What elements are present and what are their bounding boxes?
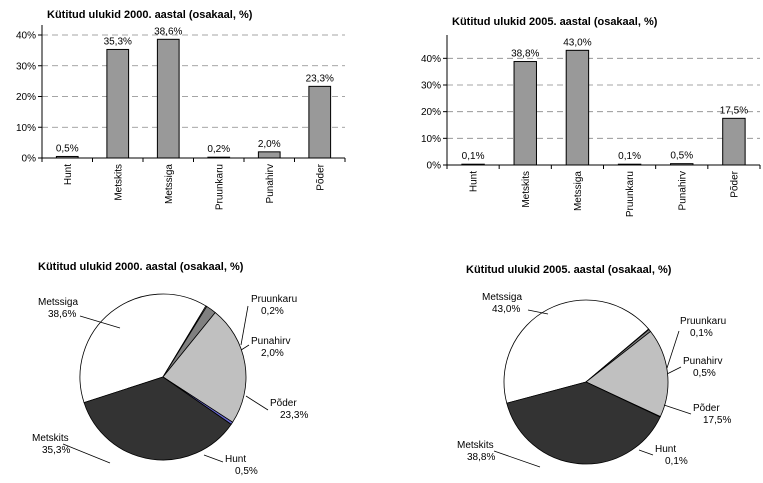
data-label: 38,8%	[511, 49, 539, 60]
slice-name-label: Hunt	[655, 444, 676, 455]
y-tick-label: 10%	[421, 134, 441, 145]
slice-name-label: Metssiga	[38, 297, 78, 308]
chart-title-pie-2000: Kütitud ulukid 2000. aastal (osakaal, %)	[38, 261, 244, 273]
chart-title-bar-2005: Kütitud ulukid 2005. aastal (osakaal, %)	[452, 16, 658, 28]
y-tick-label: 10%	[16, 123, 36, 134]
pie-slice-põder	[585, 330, 669, 418]
leader-line	[62, 443, 111, 464]
slice-value-label: 43,0%	[492, 304, 520, 315]
category-label: Punahirv	[677, 171, 688, 210]
chart-title-bar-2000: Kütitud ulukid 2000. aastal (osakaal, %)	[47, 9, 253, 21]
leader-line	[666, 330, 680, 369]
category-label: Metssiga	[573, 171, 584, 211]
slice-value-label: 38,6%	[48, 309, 76, 320]
slice-value-label: 2,0%	[261, 348, 284, 359]
pie-slice-põder	[162, 311, 247, 423]
slice-value-label: 38,8%	[467, 452, 495, 463]
data-label: 43,0%	[563, 37, 591, 48]
slice-value-label: 0,1%	[690, 328, 713, 339]
data-label: 0,5%	[670, 151, 693, 162]
slice-value-label: 23,3%	[280, 410, 308, 421]
leader-line	[666, 366, 682, 375]
leader-line	[245, 395, 269, 411]
leader-line	[638, 449, 654, 456]
chart-title-pie-2005: Kütitud ulukid 2005. aastal (osakaal, %)	[466, 264, 672, 276]
slice-name-label: Pruunkaru	[680, 316, 726, 327]
leader-line	[203, 454, 224, 463]
category-label: Metskits	[113, 164, 124, 201]
pie-slice-metssiga	[79, 293, 207, 404]
data-label: 2,0%	[258, 139, 281, 150]
pie-slice-metssiga	[503, 299, 650, 404]
y-tick-label: 0%	[22, 154, 37, 165]
slice-name-label: Põder	[693, 403, 720, 414]
leader-line	[79, 315, 121, 329]
category-label: Põder	[315, 163, 326, 190]
bar-chart-2000-plot: 0% 10% 20% 30% 40% 0,5% Hunt 35,3% Metskits 38,6%…	[16, 25, 346, 210]
slice-name-label: Metskits	[457, 440, 494, 451]
slice-name-label: Põder	[270, 398, 297, 409]
data-label: 0,5%	[56, 143, 79, 154]
data-label: 23,3%	[306, 73, 334, 84]
slice-name-label: Punahirv	[251, 336, 290, 347]
slice-name-label: Metssiga	[482, 292, 522, 303]
leader-line	[663, 404, 692, 415]
y-tick-label: 0%	[427, 161, 442, 172]
slice-name-label: Pruunkaru	[251, 294, 297, 305]
leader-line	[493, 450, 541, 468]
slice-value-label: 17,5%	[703, 415, 731, 426]
pie-slice-metskits	[506, 381, 661, 465]
data-label: 38,6%	[154, 26, 182, 37]
category-label: Metskits	[521, 171, 532, 208]
category-label: Hunt	[63, 164, 74, 185]
data-label: 0,1%	[462, 151, 485, 162]
category-label: Metssiga	[164, 164, 175, 204]
slice-value-label: 0,1%	[665, 456, 688, 467]
slice-name-label: Punahirv	[683, 356, 722, 367]
pie-slice-metskits	[83, 376, 232, 461]
category-label: Pruunkaru	[625, 171, 636, 217]
category-label: Punahirv	[265, 164, 276, 203]
leader-line	[527, 309, 549, 315]
y-tick-label: 40%	[421, 54, 441, 65]
y-tick-label: 20%	[421, 107, 441, 118]
leader-line	[240, 305, 249, 346]
y-tick-label: 30%	[421, 81, 441, 92]
category-label: Põder	[729, 170, 740, 197]
category-label: Pruunkaru	[214, 164, 225, 210]
data-label: 0,1%	[618, 151, 641, 162]
slice-name-label: Hunt	[225, 454, 246, 465]
data-label: 17,5%	[720, 105, 748, 116]
category-label: Hunt	[469, 171, 480, 192]
bar-chart-2005-plot: 0% 10% 20% 30% 40% 0,1% Hunt 38,8% Metskits 43,0%…	[421, 35, 761, 217]
slice-value-label: 35,3%	[42, 445, 70, 456]
slice-value-label: 0,5%	[693, 368, 716, 379]
y-tick-label: 30%	[16, 61, 36, 72]
slice-name-label: Metskits	[32, 433, 69, 444]
y-tick-label: 20%	[16, 92, 36, 103]
data-label: 0,2%	[207, 144, 230, 155]
slice-value-label: 0,2%	[261, 306, 284, 317]
data-label: 35,3%	[104, 36, 132, 47]
y-tick-label: 40%	[16, 31, 36, 42]
slice-value-label: 0,5%	[235, 466, 258, 477]
